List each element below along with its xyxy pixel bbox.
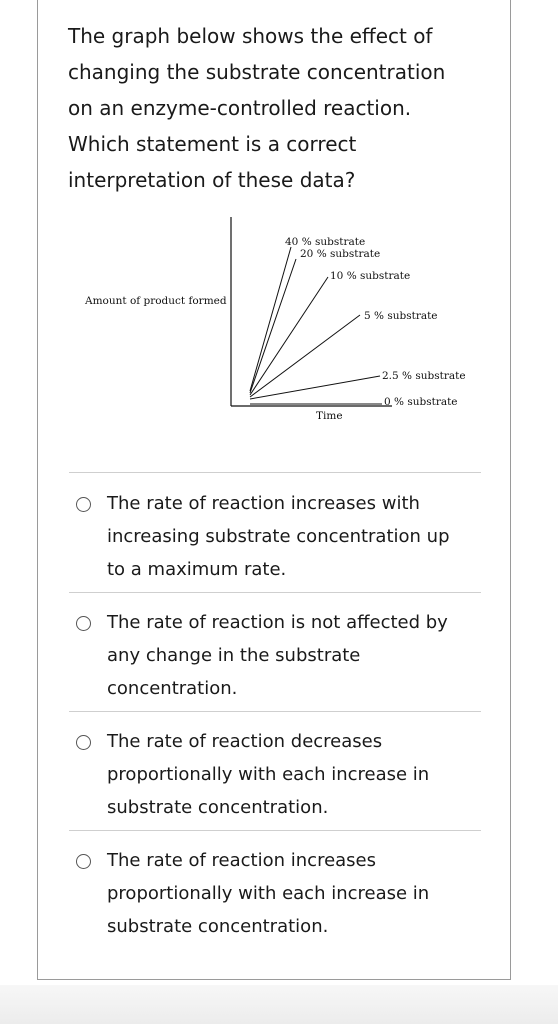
answer-line: The rate of reaction increases with: [107, 493, 420, 514]
question-line: changing the substrate concentration: [68, 60, 446, 84]
answer-option-text: The rate of reaction increases with incr…: [107, 487, 477, 586]
answer-option-text: The rate of reaction is not affected by …: [107, 606, 477, 705]
answer-option-text: The rate of reaction increases proportio…: [107, 844, 477, 943]
series-label-5: 5 % substrate: [364, 310, 438, 322]
question-line: The graph below shows the effect of: [68, 24, 433, 48]
answer-line: to a maximum rate.: [107, 559, 287, 580]
divider: [69, 830, 481, 831]
question-text: The graph below shows the effect of chan…: [68, 18, 488, 198]
series-label-10: 10 % substrate: [330, 270, 410, 282]
question-line: Which statement is a correct: [68, 132, 357, 156]
question-line: interpretation of these data?: [68, 168, 356, 192]
question-line: on an enzyme-controlled reaction.: [68, 96, 412, 120]
series-label-20: 20 % substrate: [300, 248, 380, 260]
answer-line: increasing substrate concentration up: [107, 526, 450, 547]
answer-option-text: The rate of reaction decreases proportio…: [107, 725, 477, 824]
radio-button[interactable]: [76, 616, 91, 631]
series-label-40: 40 % substrate: [285, 236, 365, 248]
page-footer-shade: [0, 985, 558, 1024]
series-line-10: [249, 276, 329, 396]
radio-button[interactable]: [76, 854, 91, 869]
series-line-40: [249, 246, 292, 392]
radio-button[interactable]: [76, 735, 91, 750]
answer-line: concentration.: [107, 678, 238, 699]
answer-line: The rate of reaction increases: [107, 850, 377, 871]
product-vs-time-graph: Amount of product formed Time 40 % subst…: [84, 217, 466, 422]
series-line-2-5: [249, 375, 381, 400]
series-label-0: 0 % substrate: [384, 396, 458, 408]
answer-line: substrate concentration.: [107, 797, 329, 818]
series-label-2-5: 2.5 % substrate: [382, 370, 466, 382]
series-line-20: [249, 258, 297, 394]
answer-line: proportionally with each increase in: [107, 883, 430, 904]
divider: [69, 711, 481, 712]
x-axis-label: Time: [316, 410, 343, 422]
series-line-5: [249, 314, 361, 398]
answer-line: The rate of reaction decreases: [107, 731, 383, 752]
answer-line: The rate of reaction is not affected by: [107, 612, 448, 633]
radio-button[interactable]: [76, 497, 91, 512]
question-card: The graph below shows the effect of chan…: [37, 0, 511, 980]
divider: [69, 472, 481, 473]
y-axis-label: Amount of product formed: [84, 295, 227, 307]
divider: [69, 592, 481, 593]
answer-line: proportionally with each increase in: [107, 764, 430, 785]
answer-line: any change in the substrate: [107, 645, 361, 666]
answer-line: substrate concentration.: [107, 916, 329, 937]
